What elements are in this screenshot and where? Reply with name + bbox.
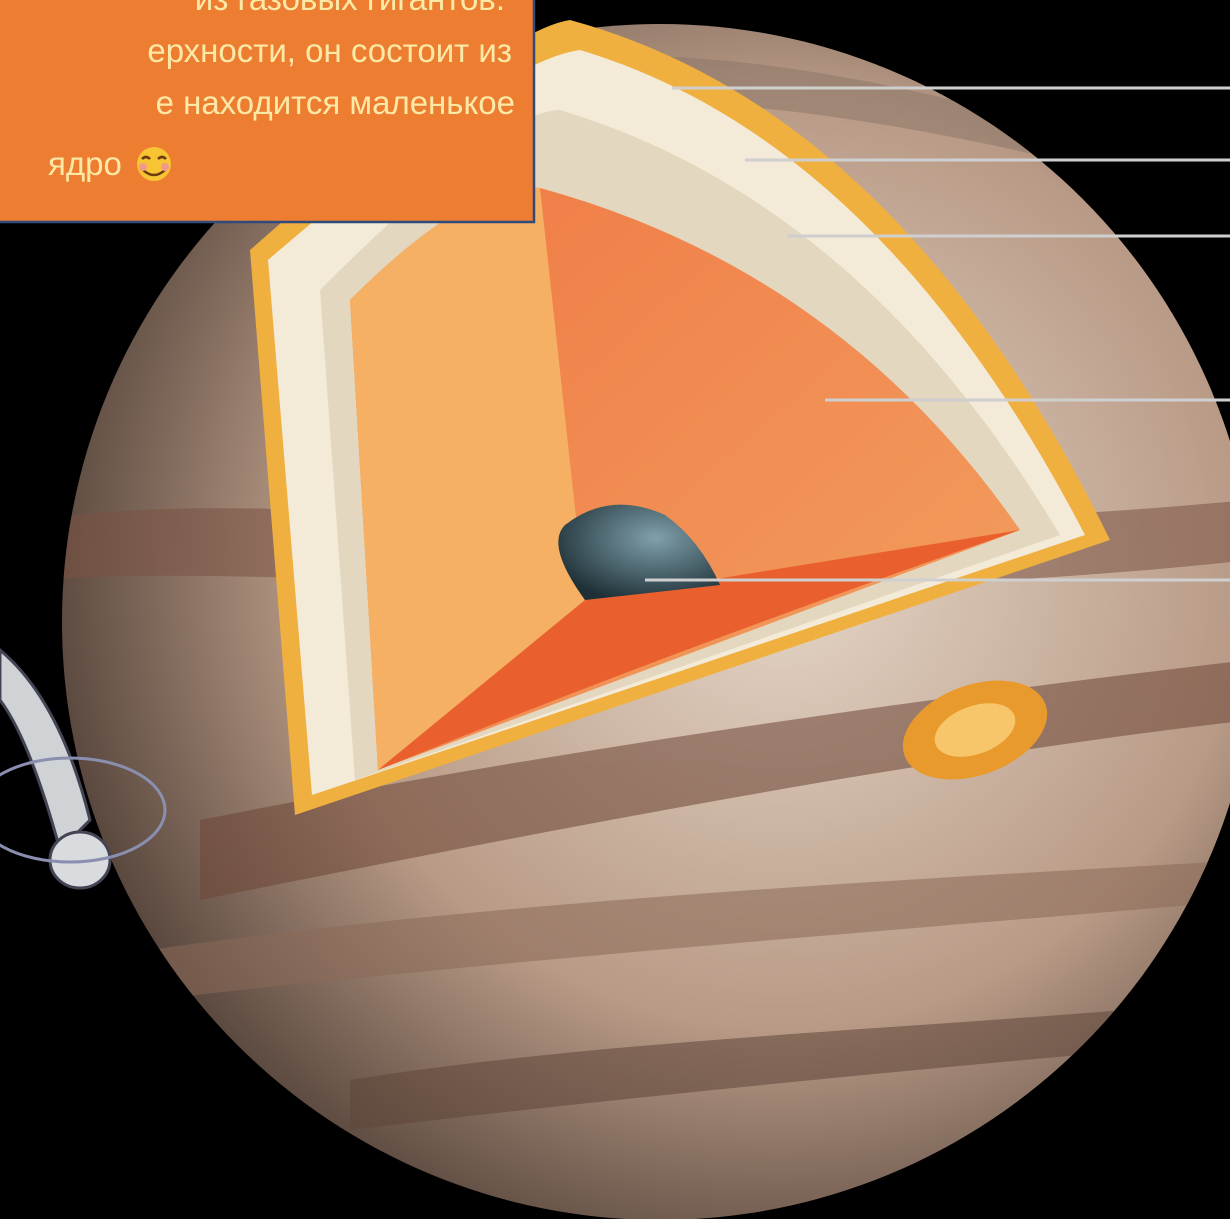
text-line: е находится маленькое bbox=[156, 84, 515, 121]
text-box: из газовых гигантов. ерхности, он состои… bbox=[0, 0, 536, 224]
text-line: ядро bbox=[48, 145, 122, 182]
cutaway bbox=[250, 20, 1110, 815]
text-line: ерхности, он состоит из bbox=[147, 32, 512, 69]
text-line: из газовых гигантов. bbox=[195, 0, 505, 17]
astronaut-arm bbox=[0, 648, 167, 890]
pointer-lines bbox=[645, 86, 1230, 582]
emoji bbox=[137, 147, 171, 181]
